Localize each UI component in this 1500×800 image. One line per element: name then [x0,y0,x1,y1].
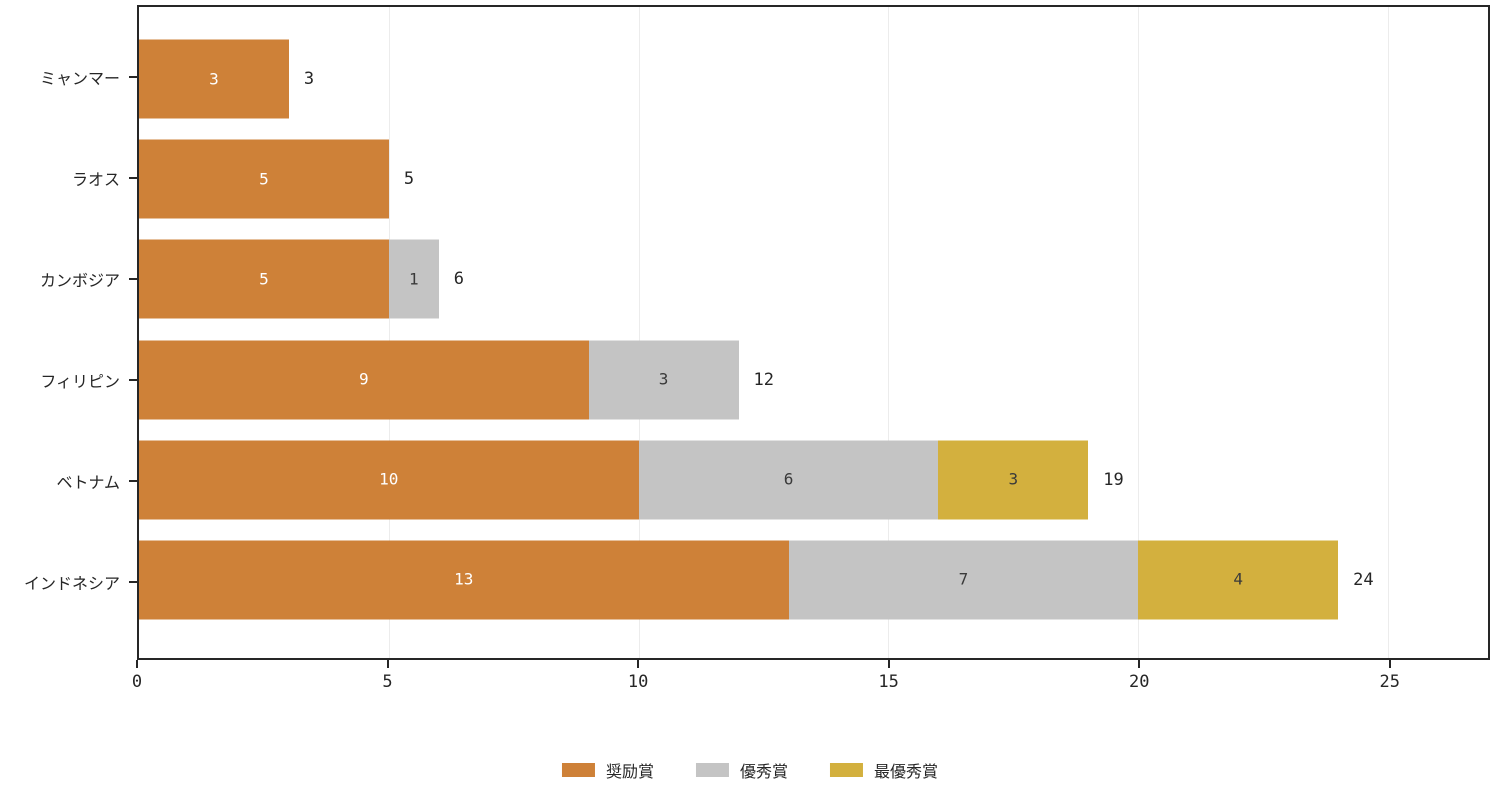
legend-swatch [561,763,595,777]
category-label: カンボジア [39,271,120,291]
bar-segment-奨励賞: 5 [139,139,389,219]
bar-segment-奨励賞: 10 [139,440,639,520]
bar-segment-最優秀賞: 4 [1138,540,1339,620]
total-value-label: 3 [303,69,315,90]
x-axis: 0 5 10 15 20 25 [132,660,1490,700]
bar-segment-優秀賞: 6 [638,440,939,520]
total-value-label: 19 [1103,469,1124,490]
segment-value-label: 10 [379,469,399,489]
bar-segment-優秀賞: 1 [388,239,439,319]
legend-label: 最優秀賞 [874,762,939,781]
bar-segment-奨励賞: 5 [139,239,389,319]
gridline-x-25 [1388,7,1390,658]
segment-value-label: 1 [408,269,419,289]
x-tick-label: 10 [627,672,649,692]
legend: 奨励賞 優秀賞 最優秀賞 [561,758,938,782]
y-tick-mark [129,378,137,381]
y-tick-mark [129,177,137,180]
y-axis-row: フィリピン [0,329,137,430]
y-axis-row: インドネシア [0,531,137,632]
stacked-bar: 3 [139,39,1488,119]
y-axis: ミャンマーラオスカンボジアフィリピンベトナムインドネシア [0,5,137,660]
legend-item-最優秀賞: 最優秀賞 [830,758,938,782]
category-label: ミャンマー [39,69,120,89]
stacked-bar: 5 [139,139,1488,219]
x-tick-label: 25 [1379,672,1401,692]
segment-value-label: 9 [359,369,369,389]
x-tick-label: 5 [382,672,393,692]
segment-value-label: 6 [783,469,794,489]
total-value-label: 24 [1353,569,1374,590]
x-tick-mark [386,660,389,668]
segment-value-label: 3 [1008,469,1019,489]
y-tick-mark [129,76,137,79]
bar-segment-優秀賞: 3 [588,340,739,420]
category-label: ラオス [71,170,120,190]
legend-swatch [830,763,864,777]
segment-value-label: 5 [259,269,269,289]
x-tick-label: 0 [131,672,143,692]
stacked-bar: 10 6 3 [139,440,1488,520]
segment-value-label: 3 [658,369,669,389]
bar-row-5: 10 6 3 19 [139,430,1488,530]
gridline-x-5 [388,7,390,658]
total-value-label: 6 [453,269,465,290]
segment-value-label: 3 [209,69,219,89]
y-axis-row: ミャンマー [0,27,137,128]
x-tick-label: 20 [1128,672,1150,692]
y-axis-row: カンボジア [0,229,137,330]
bar-row-6: 13 7 4 24 [139,530,1488,630]
legend-swatch [695,763,729,777]
legend-label: 奨励賞 [605,762,654,781]
gridline-x-20 [1138,7,1140,658]
bar-row-4: 9 3 12 [139,330,1488,430]
y-tick-mark [129,479,137,482]
gridline-x-15 [888,7,890,658]
x-tick-mark [136,660,138,668]
category-label: ベトナム [56,472,120,492]
x-tick-label: 15 [878,672,899,692]
y-axis-row: ラオス [0,128,137,229]
bar-rows: 3 3 5 5 5 1 6 9 3 12 10 6 3 19 13 7 4 24 [139,7,1488,658]
category-label: フィリピン [40,371,120,391]
segment-value-label: 13 [454,569,474,589]
bar-segment-奨励賞: 9 [139,340,589,420]
gridline-x-10 [638,7,640,658]
legend-label: 優秀賞 [739,762,789,781]
total-value-label: 12 [753,369,775,390]
bar-segment-奨励賞: 3 [139,39,289,119]
segment-value-label: 7 [958,569,969,589]
y-axis-row: ベトナム [0,430,137,531]
segment-value-label: 4 [1233,569,1243,589]
segment-value-label: 5 [259,169,269,189]
total-value-label: 5 [403,169,415,190]
stacked-bar: 13 7 4 [139,540,1488,620]
bar-segment-奨励賞: 13 [139,540,789,620]
x-tick-mark [887,660,890,668]
y-tick-mark [129,278,137,281]
plot-area: 3 3 5 5 5 1 6 9 3 12 10 6 3 19 13 7 4 24 [137,5,1490,660]
category-label: インドネシア [23,573,120,593]
x-tick-mark [637,660,640,668]
x-tick-mark [1388,660,1391,668]
x-tick-mark [1138,660,1141,668]
legend-item-優秀賞: 優秀賞 [695,758,789,782]
bar-segment-優秀賞: 7 [788,540,1139,620]
legend-item-奨励賞: 奨励賞 [561,758,654,782]
bar-segment-最優秀賞: 3 [938,440,1089,520]
gridlines [139,7,1488,658]
y-tick-mark [129,580,137,583]
